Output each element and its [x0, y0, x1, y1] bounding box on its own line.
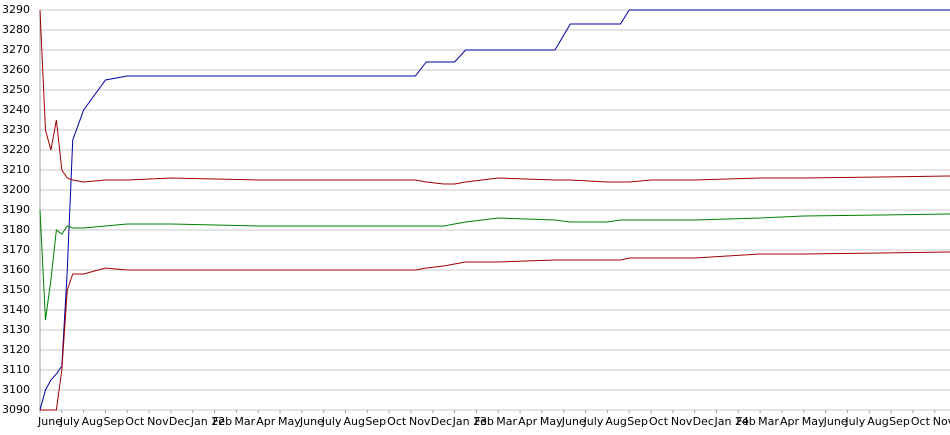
series-line — [40, 251, 950, 411]
y-tick-label: 3210 — [2, 163, 30, 176]
y-tick-label: 3110 — [2, 363, 30, 376]
x-tick-label: Sep — [103, 415, 124, 428]
x-tick-label: Oct — [387, 415, 407, 428]
y-tick-label: 3200 — [2, 183, 30, 196]
y-tick-label: 3120 — [2, 343, 30, 356]
x-tick-label: Apr — [256, 415, 276, 428]
x-tick-label: Mar — [496, 415, 517, 428]
y-tick-label: 3240 — [2, 103, 30, 116]
x-tick-label: June — [561, 415, 586, 428]
series-line — [39, 209, 950, 321]
x-tick-label: Dec — [169, 415, 190, 428]
x-tick-label: Feb — [736, 415, 755, 428]
x-tick-label: Sep — [365, 415, 386, 428]
y-tick-label: 3280 — [2, 23, 30, 36]
x-tick-label: May — [278, 415, 301, 428]
x-tick-label: Oct — [911, 415, 931, 428]
x-tick-label: Oct — [125, 415, 145, 428]
x-tick-label: Nov — [409, 415, 431, 428]
x-tick-label: Mar — [758, 415, 779, 428]
y-tick-label: 3230 — [2, 123, 30, 136]
y-tick-label: 3250 — [2, 83, 30, 96]
x-tick-label: Aug — [867, 415, 888, 428]
x-tick-label: Aug — [82, 415, 103, 428]
series-line — [39, 9, 950, 185]
x-tick-label: June — [37, 415, 62, 428]
x-tick-label: Sep — [889, 415, 910, 428]
x-tick-label: Aug — [605, 415, 626, 428]
x-tick-label: Aug — [344, 415, 365, 428]
series-line — [39, 9, 950, 411]
x-tick-label: Dec — [431, 415, 452, 428]
x-tick-label: July — [321, 415, 342, 428]
y-tick-label: 3130 — [2, 323, 30, 336]
x-tick-label: Nov — [147, 415, 169, 428]
x-tick-label: Jan 24 — [713, 415, 748, 428]
y-tick-label: 3260 — [2, 63, 30, 76]
x-tick-label: Feb — [474, 415, 493, 428]
y-tick-label: 3290 — [2, 3, 30, 16]
x-tick-label: May — [802, 415, 825, 428]
x-tick-label: May — [540, 415, 563, 428]
x-tick-label: Jan 23 — [452, 415, 487, 428]
x-tick-label: Apr — [518, 415, 538, 428]
x-tick-label: Feb — [213, 415, 232, 428]
y-tick-label: 3220 — [2, 143, 30, 156]
y-tick-label: 3190 — [2, 203, 30, 216]
x-tick-label: Mar — [234, 415, 255, 428]
y-tick-label: 3090 — [2, 403, 30, 416]
x-tick-label: Oct — [649, 415, 669, 428]
y-tick-label: 3160 — [2, 263, 30, 276]
x-tick-label: July — [844, 415, 865, 428]
y-tick-label: 3180 — [2, 223, 30, 236]
x-tick-label: July — [583, 415, 604, 428]
x-tick-label: July — [59, 415, 80, 428]
x-tick-label: Dec — [693, 415, 714, 428]
x-tick-label: Jan 22 — [190, 415, 225, 428]
x-tick-label: Nov — [933, 415, 950, 428]
y-tick-label: 3140 — [2, 303, 30, 316]
y-tick-label: 3100 — [2, 383, 30, 396]
y-tick-label: 3170 — [2, 243, 30, 256]
x-tick-label: June — [299, 415, 324, 428]
y-tick-label: 3270 — [2, 43, 30, 56]
x-tick-label: Apr — [780, 415, 800, 428]
x-tick-label: Sep — [627, 415, 648, 428]
x-tick-label: Nov — [671, 415, 693, 428]
x-tick-label: June — [823, 415, 848, 428]
y-tick-label: 3150 — [2, 283, 30, 296]
